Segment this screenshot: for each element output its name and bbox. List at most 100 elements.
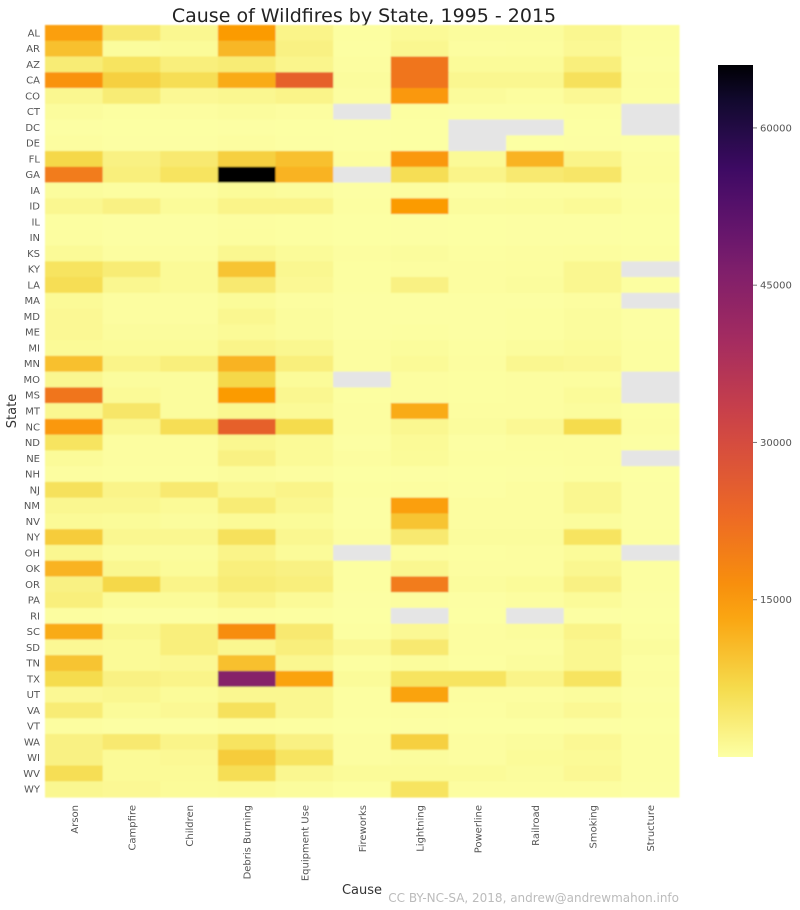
heatmap-cell-ky-campfire <box>102 261 161 278</box>
heatmap-cell-mi-fireworks <box>333 340 392 357</box>
heatmap-cell-va-children <box>160 702 219 719</box>
heatmap-cell-me-arson <box>45 324 104 341</box>
heatmap-cell-nv-children <box>160 513 219 530</box>
heatmap-cell-ny-lightning <box>390 529 450 546</box>
heatmap-cell-md-campfire <box>102 308 161 325</box>
heatmap-cell-me-lightning <box>390 324 450 341</box>
heatmap-cell-wy-campfire <box>102 781 161 798</box>
heatmap-cell-wi-structure <box>621 749 680 767</box>
heatmap-cell-oh-powerline <box>448 544 507 562</box>
heatmap-cell-mi-smoking <box>563 340 622 357</box>
heatmap-cell-co-campfire <box>102 88 161 105</box>
heatmap-cell-ct-equipment-use <box>275 103 334 121</box>
colorbar-tick-45000: 45000 <box>760 281 792 292</box>
heatmap-cell-de-debris-burning <box>217 135 277 152</box>
heatmap-cell-id-lightning <box>390 198 450 215</box>
heatmap-cell-nh-equipment-use <box>275 466 334 483</box>
heatmap-cell-il-equipment-use <box>275 214 334 231</box>
y-tick-id: ID <box>29 202 40 213</box>
heatmap-cell-me-campfire <box>102 324 161 341</box>
heatmap-cell-oh-structure <box>621 544 680 562</box>
heatmap-cell-mo-smoking <box>563 371 622 388</box>
heatmap-cell-mn-smoking <box>563 355 622 373</box>
heatmap-cell-il-lightning <box>390 214 450 231</box>
heatmap-cell-la-powerline <box>448 277 507 294</box>
heatmap-cell-sc-railroad <box>506 623 565 641</box>
y-tick-md: MD <box>24 312 41 323</box>
heatmap-cell-il-fireworks <box>333 214 392 231</box>
y-tick-va: VA <box>27 706 40 717</box>
y-tick-tx: TX <box>26 674 40 685</box>
heatmap-cell-wa-railroad <box>506 733 565 751</box>
heatmap-cell-sd-equipment-use <box>275 639 334 656</box>
heatmap-cell-ar-children <box>160 40 219 58</box>
heatmap-cell-ky-powerline <box>448 261 507 278</box>
heatmap-cell-or-arson <box>45 576 104 593</box>
heatmap-cell-wi-arson <box>45 749 104 767</box>
heatmap-cell-ca-powerline <box>448 72 507 89</box>
heatmap-cell-vt-children <box>160 718 219 735</box>
heatmap-cell-ri-fireworks <box>333 607 392 625</box>
heatmap-cell-ca-debris-burning <box>217 72 277 89</box>
heatmap-cell-nv-structure <box>621 513 680 530</box>
heatmap-cell-or-smoking <box>563 576 622 593</box>
heatmap-cell-wi-debris-burning <box>217 749 277 767</box>
heatmap-cell-mo-debris-burning <box>217 371 277 388</box>
heatmap-cell-ms-campfire <box>102 387 161 404</box>
y-tick-ms: MS <box>25 391 40 402</box>
heatmap-cell-in-smoking <box>563 229 622 247</box>
heatmap-cell-ok-railroad <box>506 560 565 578</box>
heatmap-cell-ga-structure <box>621 166 680 184</box>
heatmap-cell-tx-children <box>160 670 219 688</box>
heatmap-cell-ut-debris-burning <box>217 686 277 704</box>
heatmap-cell-tx-debris-burning <box>217 670 277 688</box>
heatmap-cell-al-railroad <box>506 25 565 42</box>
heatmap-cell-md-lightning <box>390 308 450 325</box>
heatmap-cell-ga-arson <box>45 166 104 184</box>
heatmap-cell-sd-structure <box>621 639 680 656</box>
colorbar <box>718 65 753 757</box>
heatmap-cell-tn-equipment-use <box>275 655 334 672</box>
heatmap-cell-mi-campfire <box>102 340 161 357</box>
heatmap-cell-ks-arson <box>45 245 104 262</box>
heatmap-cell-nj-campfire <box>102 481 161 499</box>
heatmap-cell-ne-fireworks <box>333 450 392 467</box>
heatmap-cell-mn-children <box>160 355 219 373</box>
heatmap-cell-wa-children <box>160 733 219 751</box>
heatmap-cell-la-structure <box>621 277 680 294</box>
heatmap-cell-nj-powerline <box>448 481 507 499</box>
heatmap-cell-nc-children <box>160 418 219 436</box>
heatmap-cell-ar-equipment-use <box>275 40 334 58</box>
heatmap-cell-ri-powerline <box>448 607 507 625</box>
heatmap-cell-nc-debris-burning <box>217 418 277 436</box>
heatmap-cell-ut-smoking <box>563 686 622 704</box>
heatmap-cell-pa-equipment-use <box>275 592 334 609</box>
heatmap-cell-ok-equipment-use <box>275 560 334 578</box>
heatmap-cell-ma-structure <box>621 292 680 310</box>
heatmap-cell-fl-children <box>160 151 219 168</box>
heatmap-cell-ar-railroad <box>506 40 565 58</box>
heatmap-cell-al-arson <box>45 25 104 42</box>
heatmap-cell-wv-smoking <box>563 765 622 782</box>
heatmap-cell-tx-smoking <box>563 670 622 688</box>
heatmap-cell-ri-debris-burning <box>217 607 277 625</box>
x-tick-arson: Arson <box>70 805 81 834</box>
heatmap-cell-mo-powerline <box>448 371 507 388</box>
heatmap-cell-la-debris-burning <box>217 277 277 294</box>
heatmap-cell-pa-powerline <box>448 592 507 609</box>
heatmap-cell-nv-powerline <box>448 513 507 530</box>
heatmap-cell-ar-lightning <box>390 40 450 58</box>
heatmap-cell-ia-arson <box>45 182 104 199</box>
heatmap-cell-ca-equipment-use <box>275 72 334 89</box>
heatmap-cell-va-fireworks <box>333 702 392 719</box>
heatmap-cell-tn-railroad <box>506 655 565 672</box>
heatmap-cell-fl-smoking <box>563 151 622 168</box>
heatmap-cell-al-powerline <box>448 25 507 42</box>
heatmap-cell-id-railroad <box>506 198 565 215</box>
heatmap-cell-oh-campfire <box>102 544 161 562</box>
y-tick-tn: TN <box>25 659 40 670</box>
heatmap-cell-id-debris-burning <box>217 198 277 215</box>
heatmap-cell-ms-lightning <box>390 387 450 404</box>
heatmap-cell-co-powerline <box>448 88 507 105</box>
